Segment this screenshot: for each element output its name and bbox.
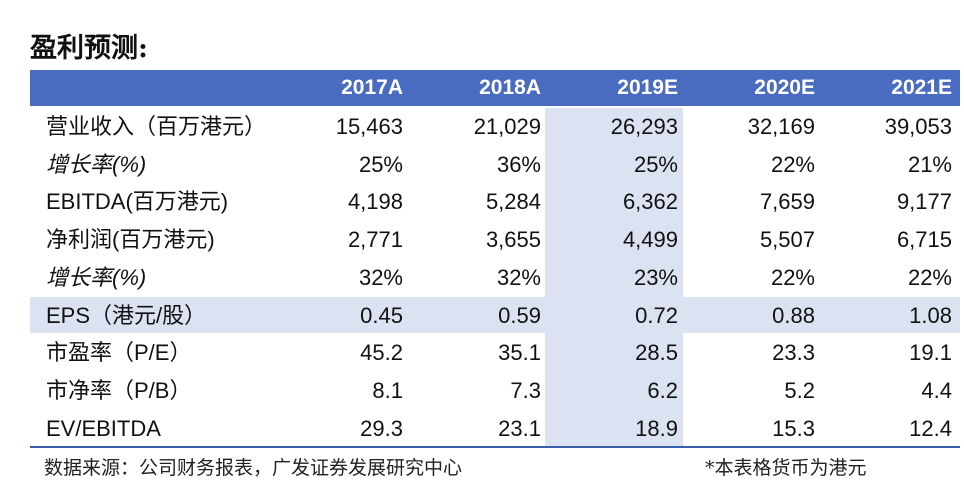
cell-value: 9,177 [896, 189, 952, 215]
cell-value: 23.1 [498, 415, 541, 441]
cell-value: 15.3 [772, 415, 815, 441]
highlight-column [545, 108, 683, 446]
row-label: 市净率（P/B） [46, 377, 192, 403]
cell-value: 35.1 [498, 340, 541, 366]
cell-value: 36% [496, 151, 541, 177]
cell-value: 22% [907, 264, 952, 290]
cell-value: 19.1 [909, 340, 952, 366]
currency-note: *本表格货币为港元 [705, 457, 867, 479]
cell-value: 32,169 [747, 114, 815, 139]
cell-value: 6.2 [647, 377, 678, 403]
column-header: 2018A [479, 76, 541, 99]
cell-value: 21% [907, 151, 952, 177]
row-label: 净利润(百万港元) [46, 227, 215, 253]
cell-value: 7,659 [759, 189, 815, 215]
cell-value: 0.45 [360, 302, 403, 328]
row-label: 增长率(%) [46, 264, 147, 290]
cell-value: 15,463 [335, 114, 403, 139]
cell-value: 0.72 [635, 302, 678, 328]
cell-value: 0.59 [498, 302, 541, 328]
column-header: 2020E [754, 76, 815, 99]
cell-value: 25% [633, 151, 678, 177]
cell-value: 22% [770, 151, 815, 177]
cell-value: 45.2 [360, 340, 403, 366]
cell-value: 2,771 [347, 227, 403, 253]
row-label: 市盈率（P/E） [46, 340, 192, 366]
row-label: EPS（港元/股） [46, 302, 207, 328]
source-note: 数据来源：公司财务报表，广发证券发展研究中心 [44, 457, 463, 479]
bottom-rule [30, 446, 960, 448]
cell-value: 39,053 [884, 114, 952, 139]
cell-value: 32% [358, 264, 403, 290]
cell-value: 6,362 [622, 189, 678, 215]
cell-value: 21,029 [473, 114, 541, 139]
highlight-row [30, 297, 960, 333]
cell-value: 3,655 [485, 227, 541, 253]
cell-value: 4,499 [622, 227, 678, 253]
cell-value: 4.4 [921, 377, 952, 403]
column-header: 2017A [341, 76, 403, 99]
cell-value: 8.1 [372, 377, 403, 403]
row-label: EBITDA(百万港元) [46, 189, 229, 215]
cell-value: 25% [358, 151, 403, 177]
cell-value: 6,715 [896, 227, 952, 253]
cell-value: 0.88 [772, 302, 815, 328]
cell-value: 23% [633, 264, 678, 290]
cell-value: 12.4 [909, 415, 952, 441]
column-header: 2019E [617, 76, 678, 99]
cell-value: 5,507 [759, 227, 815, 253]
cell-value: 5,284 [485, 189, 541, 215]
cell-value: 32% [496, 264, 541, 290]
column-header: 2021E [891, 76, 952, 99]
cell-value: 5.2 [784, 377, 815, 403]
cell-value: 28.5 [635, 340, 678, 366]
header-bar [30, 70, 960, 106]
cell-value: 18.9 [635, 415, 678, 441]
cell-value: 29.3 [360, 415, 403, 441]
cell-value: 7.3 [510, 377, 541, 403]
row-label: 营业收入（百万港元） [46, 114, 267, 139]
row-label: 增长率(%) [46, 151, 147, 177]
title: 盈利预测: [30, 33, 148, 64]
row-label: EV/EBITDA [46, 415, 161, 441]
cell-value: 22% [770, 264, 815, 290]
cell-value: 26,293 [610, 114, 678, 139]
cell-value: 23.3 [772, 340, 815, 366]
cell-value: 4,198 [347, 189, 403, 215]
cell-value: 1.08 [909, 302, 952, 328]
